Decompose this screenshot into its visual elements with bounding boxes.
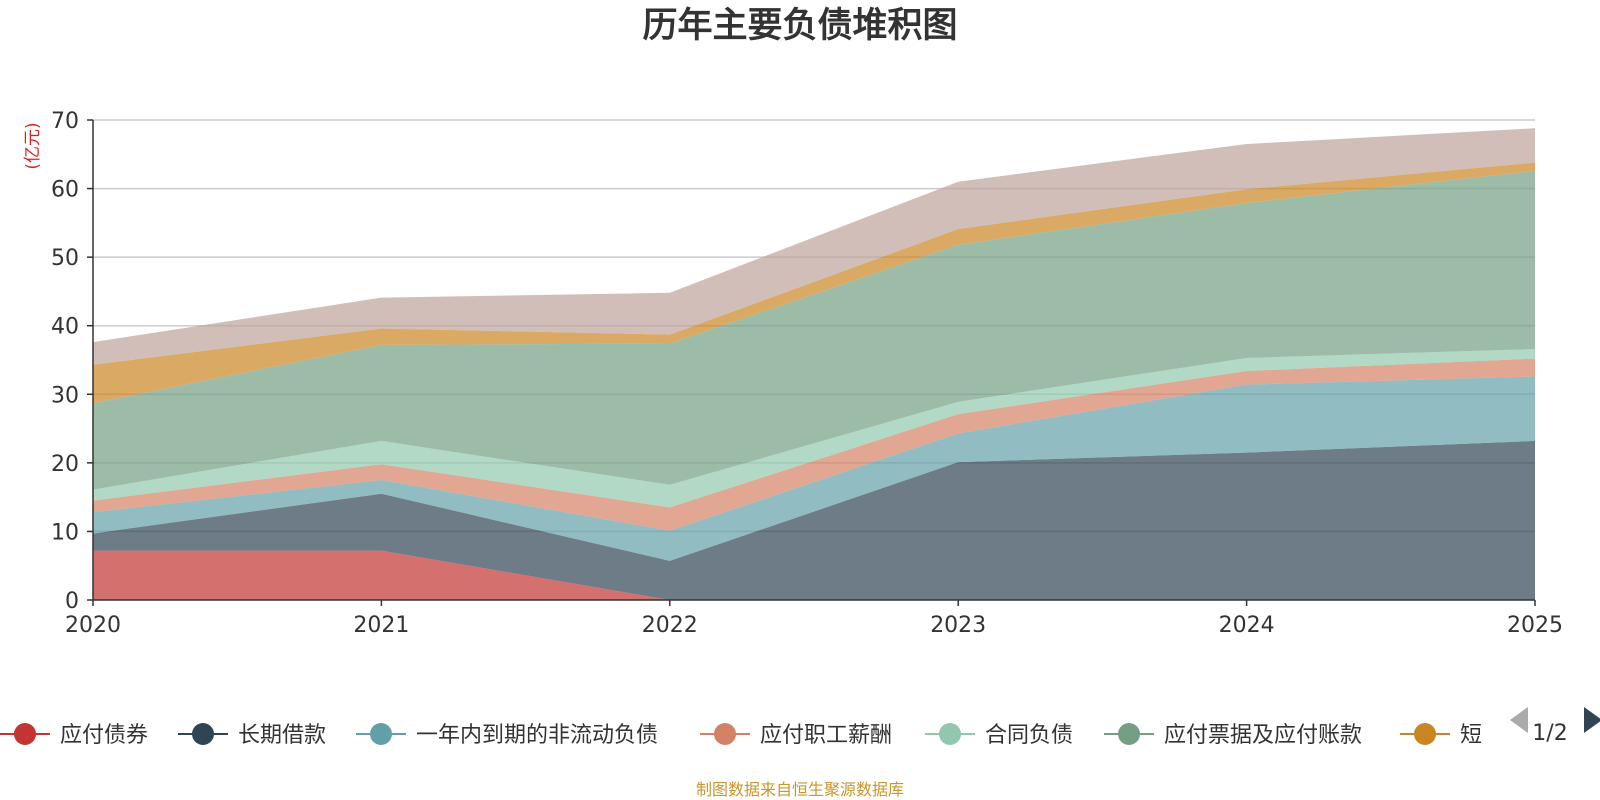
area-series-5 xyxy=(93,170,1535,490)
data-source-note: 制图数据来自恒生聚源数据库 xyxy=(696,780,904,799)
legend-next-page-icon[interactable] xyxy=(1584,707,1600,733)
y-tick-label: 40 xyxy=(51,315,79,340)
legend-page-indicator: 1/2 xyxy=(1532,721,1567,746)
legend-label: 应付债券 xyxy=(60,723,148,748)
x-tick-label: 2022 xyxy=(642,613,698,638)
area-series-4 xyxy=(93,349,1535,508)
area-series-3 xyxy=(93,358,1535,531)
y-tick-label: 50 xyxy=(51,246,79,271)
legend-label: 应付票据及应付账款 xyxy=(1164,723,1362,748)
area-series-group xyxy=(93,128,1535,600)
legend-pager: 1/2 xyxy=(1510,707,1600,746)
x-tick-label: 2021 xyxy=(353,613,409,638)
y-tick-label: 60 xyxy=(51,178,79,203)
legend-item[interactable]: 合同负债 xyxy=(925,723,1073,748)
x-tick-label: 2025 xyxy=(1507,613,1563,638)
area-series-1 xyxy=(93,440,1535,600)
y-tick-label: 0 xyxy=(65,589,79,614)
legend-circle-marker xyxy=(939,723,961,745)
area-series-2 xyxy=(93,376,1535,561)
legend-label: 应付职工薪酬 xyxy=(760,723,892,748)
legend-item[interactable]: 应付债券 xyxy=(0,723,148,748)
legend-label: 长期借款 xyxy=(238,723,326,748)
legend-circle-marker xyxy=(192,723,214,745)
x-tick-label: 2024 xyxy=(1219,613,1275,638)
legend-circle-marker xyxy=(714,723,736,745)
y-tick-label: 30 xyxy=(51,383,79,408)
x-tick-label: 2020 xyxy=(65,613,121,638)
x-tick-label: 2023 xyxy=(930,613,986,638)
legend-circle-marker xyxy=(370,723,392,745)
legend: 应付债券 长期借款 一年内到期的非流动负债 应付职工薪酬 合同负债 应付票据及应付账款 短 xyxy=(0,723,1482,748)
legend-circle-marker xyxy=(1118,723,1140,745)
legend-label: 短 xyxy=(1460,723,1482,748)
y-tick-label: 10 xyxy=(51,520,79,545)
legend-item[interactable]: 长期借款 xyxy=(178,723,326,748)
y-axis-unit-label: (亿元) xyxy=(23,122,43,169)
legend-item[interactable]: 一年内到期的非流动负债 xyxy=(356,723,658,748)
legend-circle-marker xyxy=(14,723,36,745)
y-tick-label: 20 xyxy=(51,452,79,477)
area-series-6 xyxy=(93,162,1535,404)
chart-title: 历年主要负债堆积图 xyxy=(642,6,957,46)
legend-item[interactable]: 应付票据及应付账款 xyxy=(1104,723,1362,748)
legend-label: 合同负债 xyxy=(985,723,1073,748)
area-series-0 xyxy=(93,550,1535,600)
axes: 0 10 20 30 40 50 60 70 2020 2021 2022 2023 2024 2025 xyxy=(51,109,1563,638)
legend-prev-page-icon[interactable] xyxy=(1510,707,1528,733)
legend-item[interactable]: 应付职工薪酬 xyxy=(700,723,892,748)
legend-circle-marker xyxy=(1414,723,1436,745)
area-series-7 xyxy=(93,128,1535,365)
legend-label: 一年内到期的非流动负债 xyxy=(416,723,658,748)
y-tick-label: 70 xyxy=(51,109,79,134)
legend-item[interactable]: 短 xyxy=(1400,723,1482,748)
